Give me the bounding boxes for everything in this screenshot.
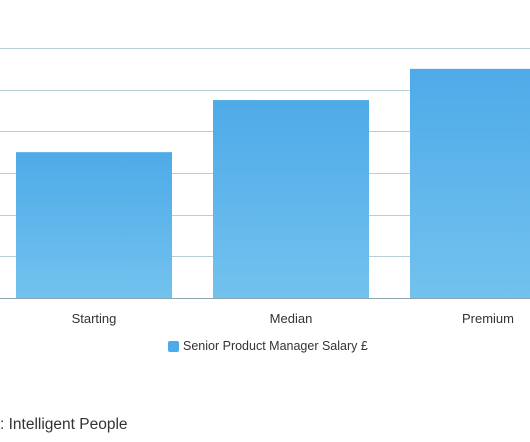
bar-starting bbox=[16, 152, 172, 298]
legend-swatch bbox=[168, 340, 179, 352]
bar-premium bbox=[410, 68, 530, 298]
x-tick-label: Median bbox=[270, 311, 313, 326]
x-tick-labels: Starting Median Premium bbox=[72, 311, 514, 326]
legend: Senior Product Manager Salary £ bbox=[168, 339, 368, 353]
legend-label: Senior Product Manager Salary £ bbox=[183, 339, 368, 353]
x-tick-label: Starting bbox=[72, 311, 117, 326]
bar-chart: Starting Median Premium bbox=[0, 48, 530, 326]
bars bbox=[16, 68, 530, 298]
x-tick-label: Premium bbox=[462, 311, 514, 326]
source-caption: : Intelligent People bbox=[0, 416, 128, 433]
bar-median bbox=[213, 100, 369, 298]
